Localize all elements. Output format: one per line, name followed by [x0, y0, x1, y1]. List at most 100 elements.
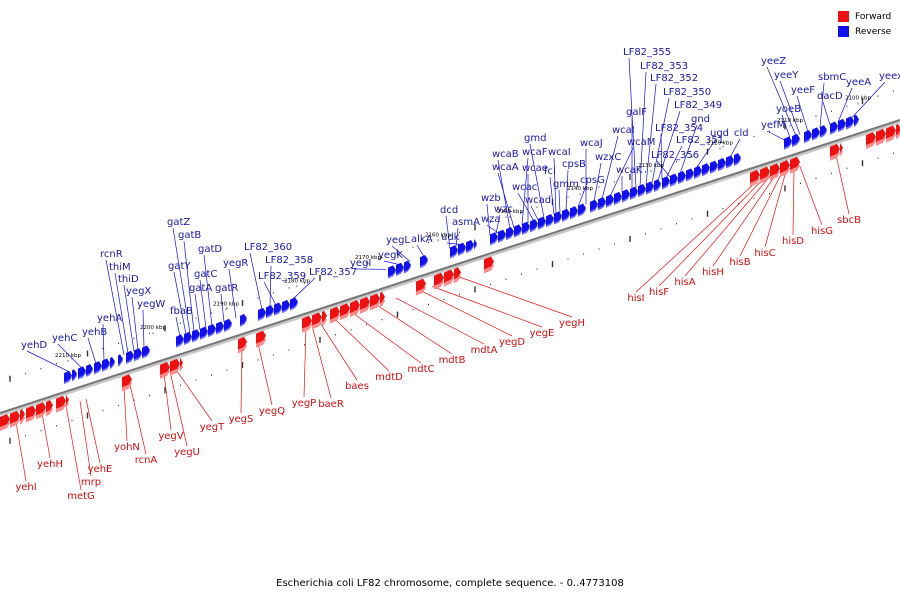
reverse-gene-label[interactable]: yehC: [52, 333, 77, 344]
forward-gene-label[interactable]: yegP: [292, 398, 316, 409]
reverse-gene-feature[interactable]: [622, 189, 630, 201]
reverse-gene-feature[interactable]: [734, 153, 741, 165]
reverse-gene-label[interactable]: wzb: [481, 193, 501, 204]
reverse-gene-feature[interactable]: [546, 213, 554, 226]
reverse-gene-feature[interactable]: [184, 331, 192, 344]
reverse-gene-feature[interactable]: [176, 334, 184, 346]
reverse-gene-label[interactable]: yegL: [386, 235, 410, 246]
forward-gene-label[interactable]: yegU: [174, 447, 200, 458]
forward-gene-feature[interactable]: [170, 358, 180, 372]
reverse-gene-label[interactable]: yeex: [879, 71, 900, 82]
reverse-gene-feature[interactable]: [490, 232, 498, 244]
reverse-gene-feature[interactable]: [570, 206, 578, 218]
reverse-gene-label[interactable]: gatR: [215, 283, 238, 294]
forward-gene-feature[interactable]: [790, 156, 800, 170]
reverse-gene-feature[interactable]: [710, 160, 718, 172]
reverse-gene-feature[interactable]: [670, 173, 678, 185]
forward-gene-feature[interactable]: [780, 160, 790, 174]
reverse-gene-feature[interactable]: [514, 224, 522, 236]
reverse-gene-label[interactable]: gatB: [178, 230, 201, 241]
reverse-gene-label[interactable]: yeeF: [791, 85, 815, 96]
forward-gene-label[interactable]: yehI: [15, 482, 36, 493]
reverse-gene-feature[interactable]: [590, 199, 598, 211]
reverse-gene-label[interactable]: yeeZ: [761, 56, 786, 67]
reverse-gene-feature[interactable]: [630, 186, 638, 198]
forward-gene-label[interactable]: yehE: [88, 464, 113, 475]
forward-gene-label[interactable]: yegD: [499, 337, 525, 348]
reverse-gene-label[interactable]: wcaB: [492, 149, 519, 160]
reverse-gene-label[interactable]: yehB: [82, 327, 107, 338]
reverse-gene-feature[interactable]: [638, 184, 646, 196]
reverse-gene-label[interactable]: LF82_349: [674, 100, 722, 111]
forward-gene-feature[interactable]: [302, 315, 312, 329]
forward-gene-feature[interactable]: [370, 293, 380, 307]
reverse-gene-feature[interactable]: [192, 329, 200, 341]
forward-gene-label[interactable]: yehH: [37, 459, 63, 470]
forward-gene-label[interactable]: mdtC: [408, 364, 435, 375]
reverse-gene-label[interactable]: fbaB: [170, 306, 193, 317]
forward-gene-label[interactable]: yegE: [530, 328, 555, 339]
forward-gene-feature[interactable]: [0, 414, 10, 427]
reverse-gene-feature[interactable]: [530, 219, 538, 231]
reverse-gene-feature[interactable]: [282, 299, 290, 312]
reverse-gene-feature[interactable]: [466, 240, 474, 252]
reverse-gene-feature[interactable]: [86, 364, 93, 376]
forward-gene-feature[interactable]: [46, 400, 53, 413]
forward-gene-feature[interactable]: [180, 357, 183, 369]
reverse-gene-feature[interactable]: [694, 165, 702, 178]
reverse-gene-label[interactable]: gnd: [691, 114, 710, 125]
forward-gene-label[interactable]: yegQ: [259, 406, 285, 417]
reverse-gene-feature[interactable]: [522, 221, 530, 234]
forward-gene-feature[interactable]: [760, 166, 770, 180]
reverse-gene-label[interactable]: gatA: [189, 283, 212, 294]
forward-gene-label[interactable]: mrp: [81, 477, 101, 488]
forward-gene-feature[interactable]: [770, 163, 780, 177]
reverse-gene-feature[interactable]: [702, 163, 710, 175]
forward-gene-feature[interactable]: [380, 291, 385, 304]
reverse-gene-feature[interactable]: [200, 326, 208, 338]
forward-gene-label[interactable]: mdtB: [439, 355, 466, 366]
reverse-gene-feature[interactable]: [258, 307, 266, 320]
forward-gene-label[interactable]: yegS: [229, 414, 254, 425]
reverse-gene-label[interactable]: asmA: [452, 217, 480, 228]
forward-gene-label[interactable]: yegT: [200, 422, 225, 433]
reverse-gene-label[interactable]: yehA: [97, 313, 122, 324]
reverse-gene-label[interactable]: wcaM: [627, 137, 655, 148]
reverse-gene-label[interactable]: wcad: [525, 195, 551, 206]
reverse-gene-label[interactable]: wcaA: [492, 162, 519, 173]
reverse-gene-feature[interactable]: [388, 265, 396, 277]
forward-gene-label[interactable]: mdtD: [375, 372, 403, 383]
reverse-gene-feature[interactable]: [662, 176, 670, 188]
reverse-gene-label[interactable]: wcaK: [616, 165, 643, 176]
reverse-gene-label[interactable]: LF82_355: [623, 47, 671, 58]
forward-gene-label[interactable]: hisB: [729, 257, 750, 268]
reverse-gene-feature[interactable]: [792, 133, 800, 146]
reverse-gene-label[interactable]: wcac: [512, 182, 537, 193]
forward-gene-label[interactable]: mdtA: [471, 345, 498, 356]
forward-gene-feature[interactable]: [886, 125, 896, 139]
forward-gene-label[interactable]: baes: [345, 381, 369, 392]
reverse-gene-feature[interactable]: [726, 155, 734, 167]
reverse-gene-label[interactable]: yegI: [350, 258, 371, 269]
reverse-gene-label[interactable]: LF82_350: [663, 87, 711, 98]
reverse-gene-feature[interactable]: [606, 194, 614, 206]
forward-gene-label[interactable]: hisD: [782, 236, 804, 247]
forward-gene-label[interactable]: yegV: [158, 431, 183, 442]
reverse-gene-label[interactable]: gatC: [194, 269, 217, 280]
reverse-gene-feature[interactable]: [820, 125, 827, 137]
reverse-gene-feature[interactable]: [134, 348, 142, 360]
forward-gene-feature[interactable]: [454, 267, 461, 280]
reverse-gene-feature[interactable]: [498, 229, 506, 241]
reverse-gene-feature[interactable]: [216, 321, 224, 333]
forward-gene-label[interactable]: sbcB: [837, 215, 861, 226]
reverse-gene-label[interactable]: wcaF: [522, 147, 548, 158]
reverse-gene-feature[interactable]: [686, 168, 694, 180]
reverse-gene-feature[interactable]: [396, 262, 404, 275]
forward-gene-label[interactable]: yegH: [559, 318, 585, 329]
reverse-gene-feature[interactable]: [94, 361, 102, 373]
reverse-gene-feature[interactable]: [72, 369, 77, 380]
forward-gene-feature[interactable]: [26, 405, 36, 419]
reverse-gene-label[interactable]: yehD: [21, 340, 47, 351]
forward-gene-label[interactable]: hisF: [649, 287, 669, 298]
forward-gene-feature[interactable]: [238, 336, 247, 350]
